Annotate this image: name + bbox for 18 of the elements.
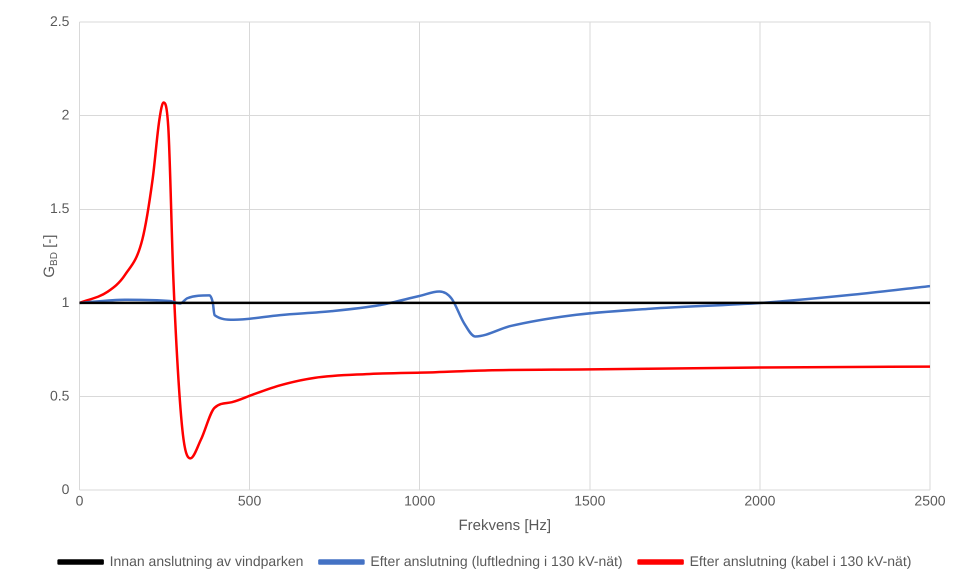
y-tick-label: 0 [62,481,70,498]
x-tick-label: 500 [238,492,262,508]
x-axis-title: Frekvens [Hz] [458,517,551,534]
legend-label: Efter anslutning (kabel i 130 kV-nät) [690,552,912,569]
x-tick-label: 2000 [744,492,776,508]
y-tick-label: 0.5 [50,387,70,404]
x-tick-label: 2500 [914,492,946,508]
y-tick-label: 1 [62,294,70,310]
x-tick-label: 1000 [404,492,436,508]
y-tick-label: 2 [62,106,70,122]
legend-label: Innan anslutning av vindparken [110,552,304,569]
legend-label: Efter anslutning (luftledning i 130 kV-nät) [370,552,623,569]
y-tick-label: 1.5 [50,200,70,216]
y-axis-title: GBD [-] [41,234,60,278]
y-tick-label: 2.5 [50,12,70,29]
x-tick-label: 0 [76,492,84,508]
x-tick-label: 1500 [574,492,606,508]
line-series [79,101,930,460]
